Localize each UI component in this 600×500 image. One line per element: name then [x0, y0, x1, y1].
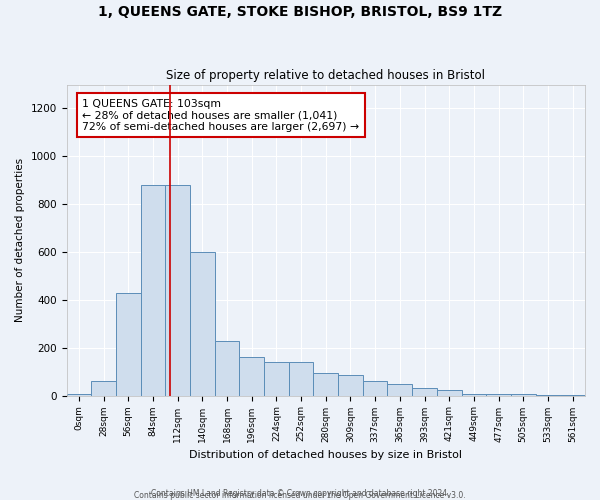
Bar: [190, 252, 215, 396]
Bar: [363, 381, 388, 396]
Bar: [511, 394, 536, 396]
Bar: [215, 340, 239, 396]
Text: 1 QUEENS GATE: 103sqm
← 28% of detached houses are smaller (1,041)
72% of semi-d: 1 QUEENS GATE: 103sqm ← 28% of detached …: [82, 98, 359, 132]
Bar: [289, 362, 313, 396]
Bar: [116, 292, 140, 396]
Bar: [461, 394, 486, 396]
Bar: [560, 395, 585, 396]
Bar: [388, 384, 412, 396]
Y-axis label: Number of detached properties: Number of detached properties: [15, 158, 25, 322]
Bar: [165, 185, 190, 396]
Bar: [140, 185, 165, 396]
Bar: [239, 358, 264, 396]
Bar: [486, 394, 511, 396]
Bar: [313, 373, 338, 396]
Text: Contains public sector information licensed under the Open Government Licence v3: Contains public sector information licen…: [134, 491, 466, 500]
X-axis label: Distribution of detached houses by size in Bristol: Distribution of detached houses by size …: [189, 450, 462, 460]
Bar: [67, 394, 91, 396]
Bar: [264, 362, 289, 396]
Bar: [437, 390, 461, 396]
Text: Contains HM Land Registry data © Crown copyright and database right 2024.: Contains HM Land Registry data © Crown c…: [151, 488, 449, 498]
Bar: [91, 381, 116, 396]
Bar: [338, 375, 363, 396]
Title: Size of property relative to detached houses in Bristol: Size of property relative to detached ho…: [166, 69, 485, 82]
Text: 1, QUEENS GATE, STOKE BISHOP, BRISTOL, BS9 1TZ: 1, QUEENS GATE, STOKE BISHOP, BRISTOL, B…: [98, 5, 502, 19]
Bar: [536, 395, 560, 396]
Bar: [412, 388, 437, 396]
